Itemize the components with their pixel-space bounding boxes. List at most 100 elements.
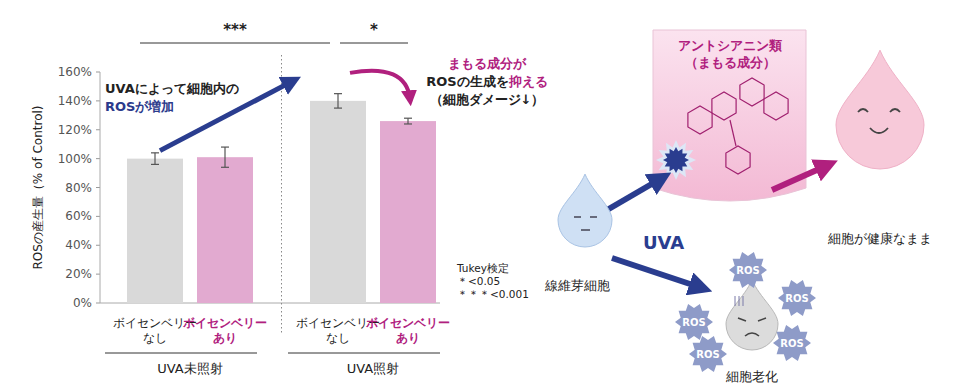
- error-cap: [151, 164, 159, 165]
- error-stem: [337, 94, 338, 108]
- y-tick-label: 120%: [58, 123, 92, 137]
- error-bar: [404, 118, 412, 124]
- label-line: あり: [213, 331, 237, 345]
- uva-hit-core: [663, 147, 689, 173]
- error-bar: [151, 153, 159, 165]
- eye: [858, 109, 868, 112]
- error-cap: [221, 167, 229, 168]
- bar: [197, 157, 253, 303]
- test-note: Tukey検定: [456, 262, 509, 274]
- y-tick-label: 80%: [65, 181, 92, 195]
- annotation-text: （細胞ダメージ↓）: [430, 92, 545, 107]
- y-tick-label: 60%: [65, 209, 92, 223]
- group-underline: [105, 353, 257, 354]
- group-label: UVA未照射: [157, 361, 222, 376]
- mouth: [581, 229, 590, 231]
- ros-bubble: [773, 325, 811, 361]
- group-underline: [288, 353, 440, 354]
- annotation-line: ROSが増加: [105, 99, 174, 114]
- suppress-arrow: [350, 71, 410, 99]
- significance-line: [340, 43, 408, 44]
- label-line: なし: [143, 331, 167, 345]
- eye: [590, 216, 597, 218]
- ros-label: ROS: [696, 349, 719, 360]
- label-line: あり: [396, 331, 420, 345]
- uva-hit: [656, 140, 696, 180]
- bar: [380, 121, 436, 303]
- ros-label: ROS: [682, 317, 705, 328]
- aging-label: 細胞老化: [725, 369, 778, 384]
- annotation-text: ROSの生成を: [426, 74, 508, 89]
- annotation-line: UVAによって細胞内の: [105, 81, 239, 96]
- y-tick: [96, 216, 100, 217]
- y-tick-label: 20%: [65, 267, 92, 281]
- uva-label: UVA: [643, 232, 684, 253]
- group-separator: [281, 55, 282, 335]
- y-tick-label: 160%: [58, 65, 92, 79]
- error-bar: [221, 147, 229, 167]
- y-tick: [96, 245, 100, 246]
- y-tick-label: 100%: [58, 152, 92, 166]
- label-line: なし: [326, 331, 350, 345]
- error-stem: [407, 118, 408, 124]
- healthy-cell: [836, 50, 924, 169]
- error-cap: [151, 152, 159, 153]
- bar: [310, 101, 366, 303]
- cell-label: 線維芽細胞: [544, 278, 610, 293]
- bar: [127, 159, 183, 303]
- ring: [712, 92, 736, 120]
- annotation-text: UVAによって細胞内の: [105, 81, 239, 96]
- uva-arrow-up: [607, 178, 662, 210]
- uva-arrow-down: [612, 258, 702, 288]
- group-label: UVA照射: [347, 361, 399, 376]
- healthy-label: 細胞が健康なまま: [827, 231, 932, 246]
- label-line: ボイセンベリー: [365, 316, 450, 330]
- error-cap: [404, 123, 412, 124]
- shield: [653, 30, 806, 201]
- x-tick-label: ボイセンベリーあり: [365, 316, 450, 345]
- shield-title: アントシアニン類: [678, 38, 782, 53]
- eye: [890, 109, 900, 112]
- bars: [127, 94, 436, 303]
- eye: [574, 216, 581, 218]
- y-tick: [96, 187, 100, 188]
- test-note: ＊<0.05: [457, 275, 500, 287]
- significance-line: [140, 43, 330, 44]
- error-bar: [334, 94, 342, 108]
- ros-bubble: [689, 336, 727, 372]
- ring: [726, 146, 750, 174]
- bond: [730, 120, 736, 146]
- error-cap: [404, 118, 412, 119]
- annotation-text: ROSが増加: [105, 99, 174, 114]
- y-tick: [96, 158, 100, 159]
- mouth: [870, 128, 888, 133]
- ros-bubble: [778, 280, 816, 316]
- annotation-text: まもる成分が: [448, 56, 527, 71]
- y-tick-label: 140%: [58, 94, 92, 108]
- ring: [764, 92, 788, 120]
- error-stem: [154, 153, 155, 165]
- y-tick: [96, 129, 100, 130]
- ros-bubble: [729, 252, 767, 288]
- x-tick-label: ボイセンベリーあり: [182, 316, 267, 345]
- y-tick: [96, 100, 100, 101]
- y-tick: [96, 274, 100, 275]
- ros-bubble: [675, 304, 713, 340]
- significance-label: *: [370, 21, 378, 39]
- y-axis-label: ROSの産生量（% of Control): [31, 105, 45, 269]
- ros-label: ROS: [736, 265, 759, 276]
- annotation-text: 抑える: [508, 74, 548, 89]
- significance-label: ***: [223, 21, 247, 39]
- annotation-line: ROSの生成を抑える: [426, 74, 547, 89]
- shield-title: （まもる成分）: [685, 55, 776, 70]
- annotation-line: まもる成分が: [448, 56, 527, 71]
- ring: [740, 78, 764, 106]
- y-tick-label: 0%: [73, 296, 92, 310]
- label-line: ボイセンベリー: [182, 316, 267, 330]
- error-cap: [221, 146, 229, 147]
- ros-label: ROS: [780, 338, 803, 349]
- aging-cell: [726, 280, 778, 350]
- test-note: ＊＊＊<0.001: [457, 288, 529, 300]
- ring: [688, 106, 712, 134]
- protect-arrow: [772, 165, 828, 190]
